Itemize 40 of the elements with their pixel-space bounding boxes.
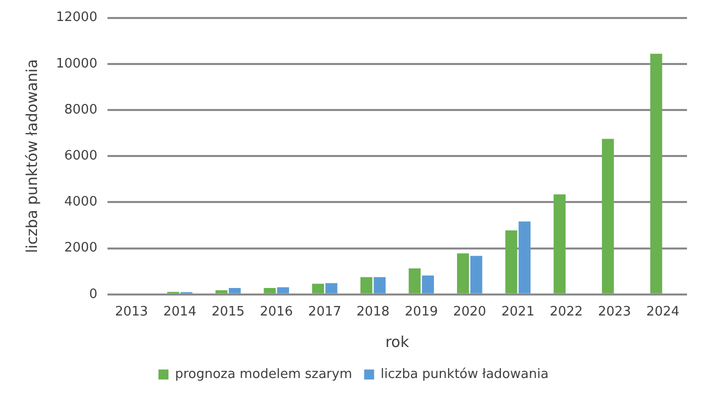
x-tick-label: 2014 <box>163 304 196 320</box>
x-tick-label: 2022 <box>550 304 583 320</box>
y-axis-title: liczba punktów ładowania <box>22 59 41 253</box>
y-tick-label: 4000 <box>64 194 98 210</box>
x-tick-label: 2015 <box>212 304 245 320</box>
bar <box>650 54 662 294</box>
x-tick-label: 2024 <box>646 304 680 320</box>
x-tick-label: 2020 <box>453 304 486 320</box>
bar <box>554 194 566 294</box>
bar <box>505 230 518 294</box>
bar <box>457 253 469 294</box>
x-tick-label: 2018 <box>356 304 390 320</box>
x-tick-label: 2021 <box>501 304 534 320</box>
legend-label: liczba punktów ładowania <box>380 366 549 382</box>
bar <box>518 222 531 294</box>
x-tick-label: 2023 <box>598 304 632 320</box>
bar <box>264 288 276 294</box>
bar <box>312 284 324 294</box>
y-tick-label: 8000 <box>64 102 98 118</box>
y-tick-label: 2000 <box>64 240 98 256</box>
y-tick-label: 6000 <box>64 148 98 164</box>
y-tick-label: 0 <box>89 286 98 302</box>
bar <box>422 276 434 294</box>
legend-label: prognoza modelem szarym <box>174 366 352 382</box>
y-tick-label: 10000 <box>56 56 98 72</box>
x-tick-label: 2013 <box>114 304 148 320</box>
x-tick-label: 2019 <box>404 304 438 320</box>
bar <box>470 256 482 294</box>
bar <box>325 283 338 294</box>
x-tick-label: 2017 <box>308 304 342 320</box>
bar <box>215 290 228 294</box>
bar <box>228 288 241 294</box>
x-tick-label: 2016 <box>260 304 293 320</box>
bar <box>360 277 372 294</box>
bar <box>374 277 386 294</box>
y-tick-label: 12000 <box>56 10 98 26</box>
bar <box>602 138 614 294</box>
x-axis-title: rok <box>385 332 410 351</box>
bar <box>408 268 421 294</box>
bar <box>277 287 290 294</box>
